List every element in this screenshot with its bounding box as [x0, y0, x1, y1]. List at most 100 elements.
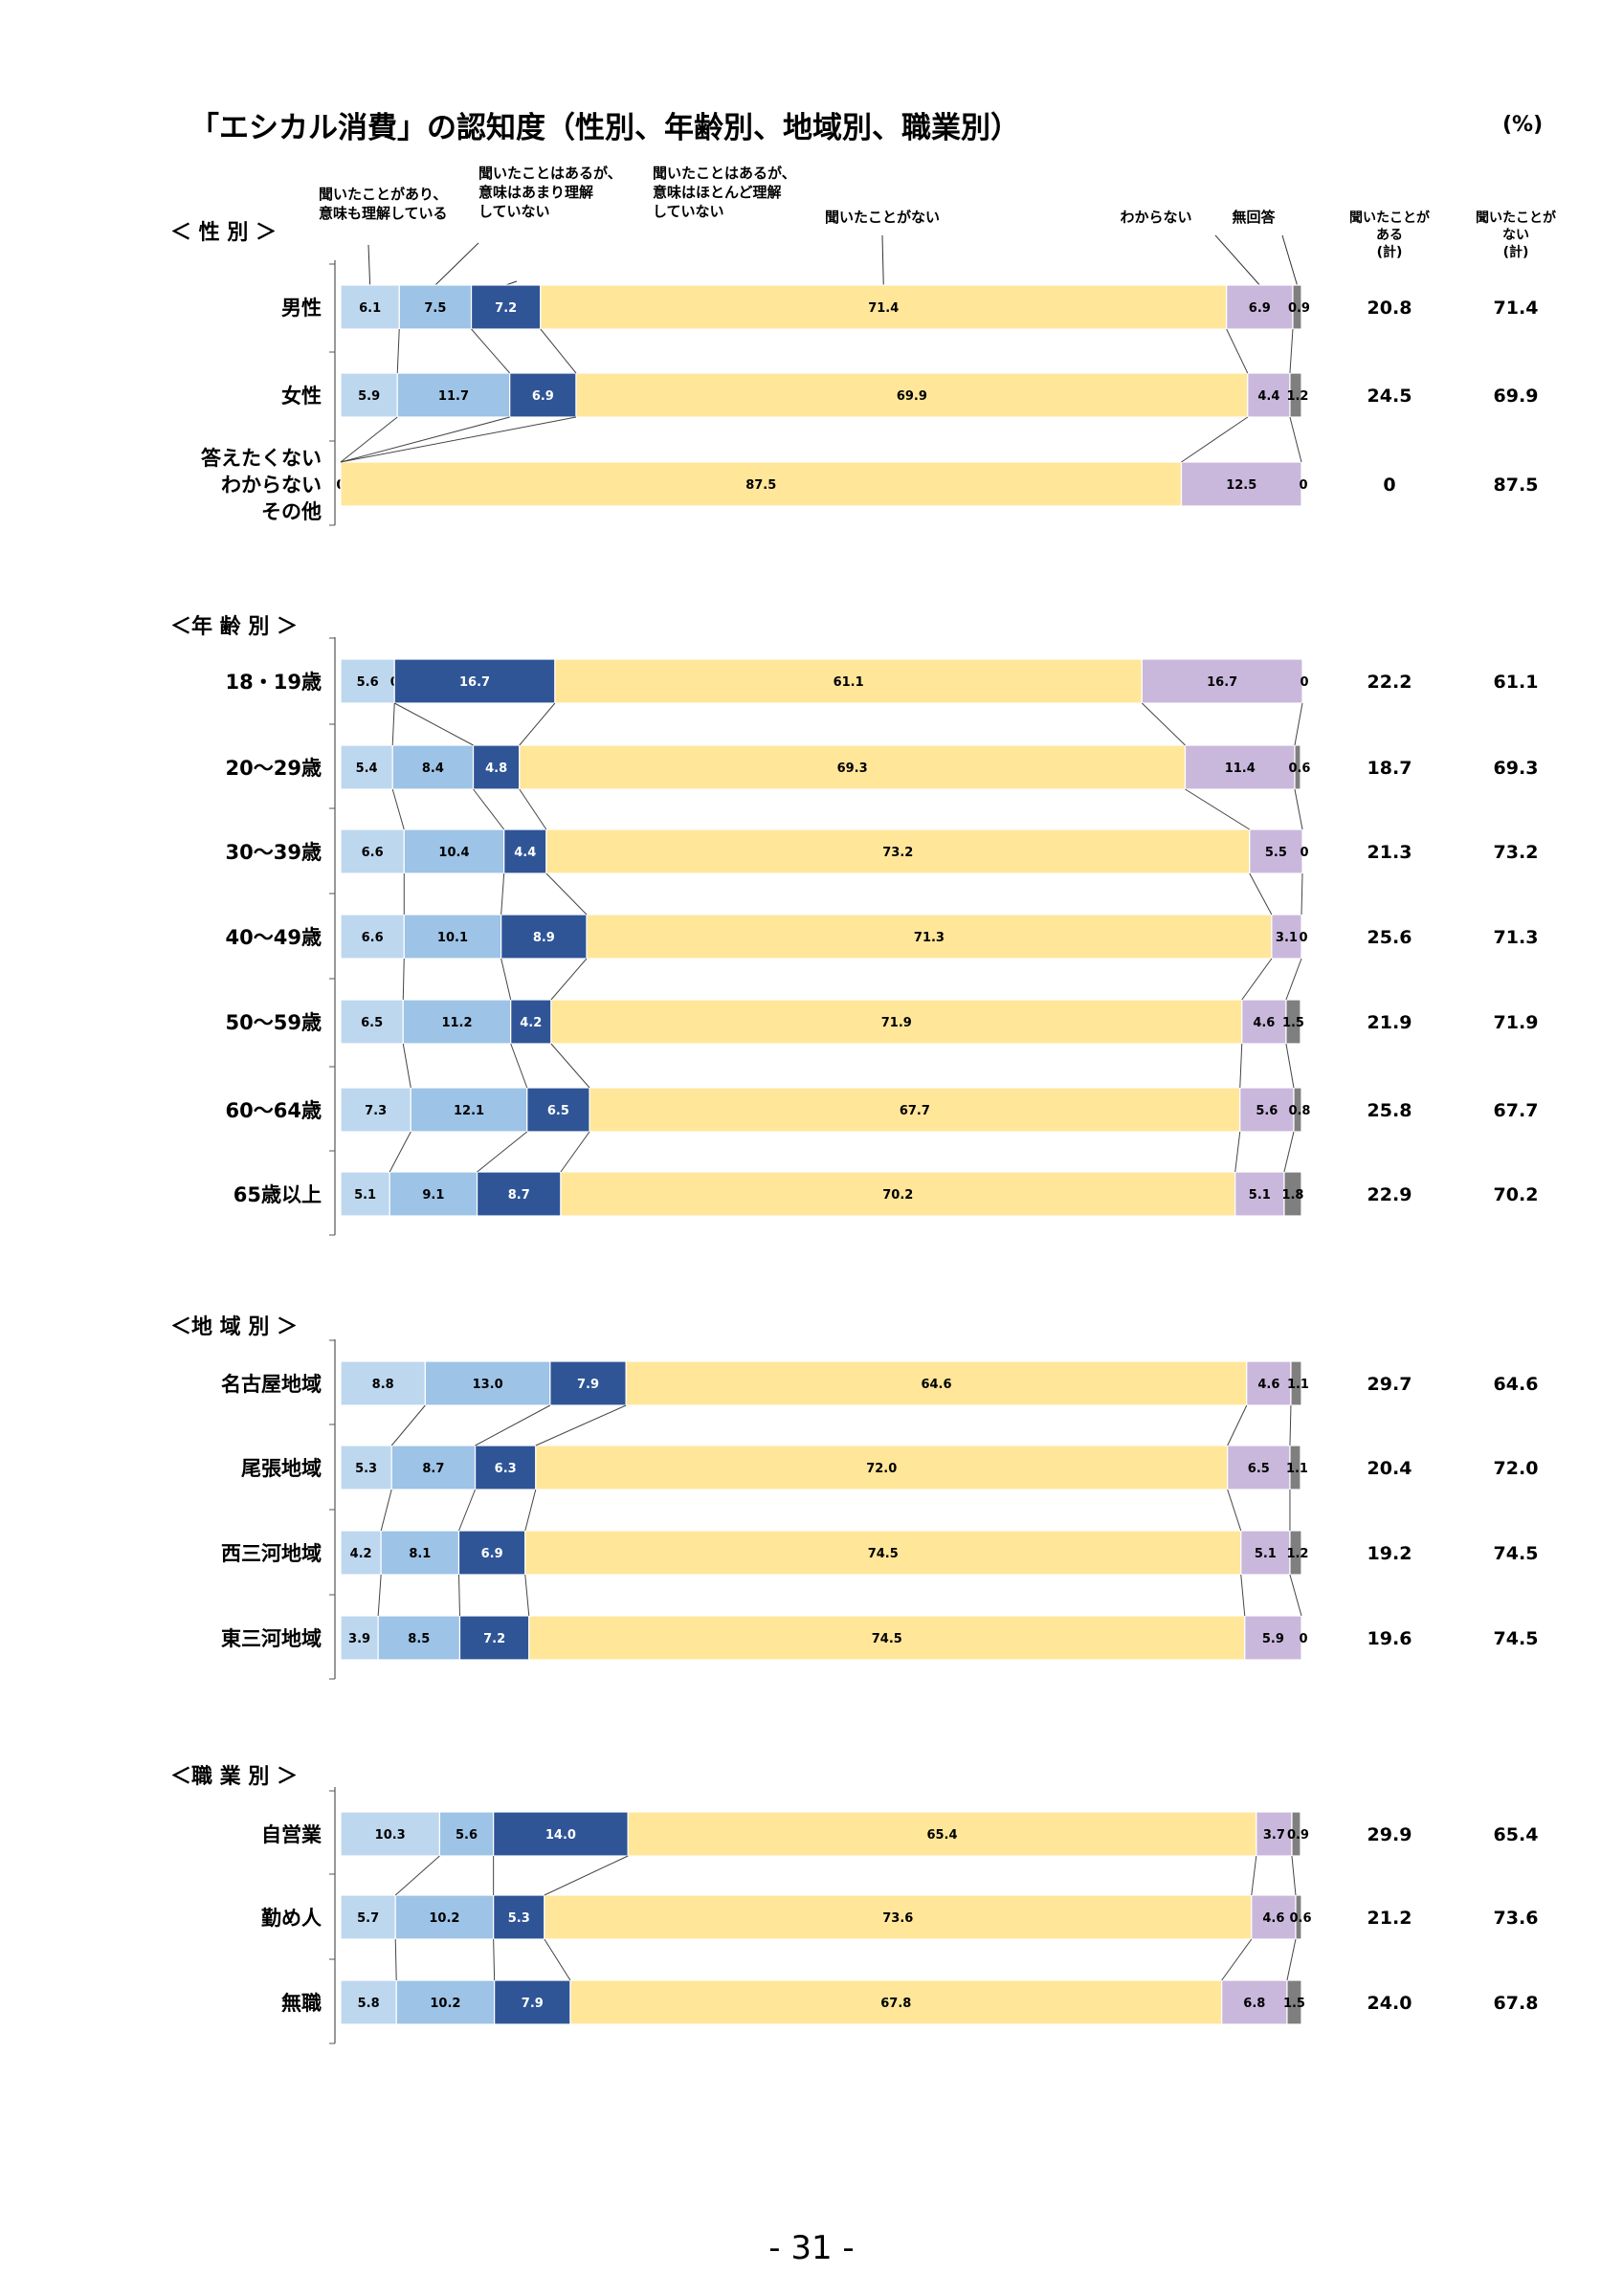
- bar-segment: [1285, 999, 1301, 1045]
- series-connector-line: [1283, 1131, 1295, 1173]
- total-not-heard-value: 71.9: [1494, 1012, 1539, 1033]
- legend-label-3: 聞いたことはあるが、意味はほとんど理解していない: [653, 165, 796, 220]
- bar-value-label: 13.0: [473, 1378, 503, 1392]
- totals-header-2: 聞いたことがない(計): [1476, 210, 1557, 260]
- total-heard-value: 21.3: [1367, 842, 1412, 863]
- bar-segment: [1247, 372, 1291, 418]
- bar-value-label: 6.9: [481, 1547, 503, 1561]
- series-connector-line: [1285, 958, 1302, 1001]
- bar-value-label: 16.7: [459, 675, 490, 690]
- bar-value-label: 0: [1300, 675, 1308, 690]
- bar-segment: [1241, 999, 1287, 1045]
- bar-segment: [625, 1360, 1248, 1406]
- group-label: ＜地 域 別 ＞: [170, 1314, 298, 1339]
- unit-label: (%): [1502, 113, 1544, 137]
- series-connector-line: [394, 1855, 440, 1896]
- bar-segment: [627, 1811, 1257, 1857]
- bar-segment: [476, 1171, 562, 1217]
- total-heard-value: 19.2: [1367, 1543, 1412, 1564]
- bar-segment: [589, 1087, 1241, 1133]
- bar-value-label: 5.5: [1265, 846, 1287, 860]
- series-connector-line: [1234, 1131, 1241, 1173]
- total-not-heard-value: 70.2: [1494, 1184, 1539, 1205]
- total-not-heard-value: 71.3: [1494, 927, 1539, 948]
- series-connector-line: [519, 788, 547, 830]
- bar-value-label: 5.3: [355, 1462, 377, 1476]
- bar-value-label: 67.7: [900, 1104, 930, 1118]
- bar-segment: [398, 284, 473, 330]
- bar-value-label: 0.9: [1288, 301, 1310, 316]
- bar-segment: [1289, 1530, 1302, 1576]
- series-connector-line: [380, 1489, 392, 1532]
- bar-value-label: 1.2: [1286, 1547, 1308, 1561]
- total-heard-value: 29.9: [1367, 1824, 1412, 1845]
- legend-leader-line: [1214, 234, 1260, 286]
- legend-label-2: 聞いたことはあるが、意味はあまり理解していない: [478, 165, 622, 220]
- bar-segment: [340, 914, 405, 960]
- chart-title: 「エシカル消費」の認知度（性別、年齢別、地域別、職業別）: [189, 111, 1020, 145]
- series-connector-line: [340, 416, 398, 463]
- total-heard-value: 25.6: [1367, 927, 1412, 948]
- bar-value-label: 6.3: [495, 1462, 517, 1476]
- bar-value-label: 10.3: [375, 1828, 406, 1843]
- series-connector-line: [1185, 788, 1251, 830]
- row-label: 18・19歳: [226, 671, 322, 694]
- bar-value-label: 6.5: [547, 1104, 569, 1118]
- bar-segment: [494, 1979, 571, 2025]
- series-connector-line: [1286, 1938, 1297, 1981]
- bar-segment: [1283, 1171, 1302, 1217]
- bar-value-label: 5.1: [354, 1188, 376, 1203]
- bar-value-label: 16.7: [1207, 675, 1237, 690]
- bar-value-label: 7.9: [577, 1378, 599, 1392]
- bar-value-label: 0.9: [1287, 1828, 1309, 1843]
- bar-value-label: 8.1: [409, 1547, 431, 1561]
- bar-segment: [424, 1360, 551, 1406]
- bar-value-label: 4.6: [1262, 1911, 1284, 1926]
- series-connector-line: [544, 1938, 571, 1981]
- series-connector-line: [393, 702, 474, 746]
- bar-value-label: 1.8: [1281, 1188, 1303, 1203]
- bar-segment: [340, 744, 393, 790]
- series-connector-line: [389, 1131, 411, 1173]
- series-connector-line: [500, 872, 505, 916]
- bar-segment: [1295, 1894, 1302, 1940]
- bar-segment: [458, 1615, 530, 1661]
- bar-value-label: 6.5: [1248, 1462, 1270, 1476]
- bar-value-label: 4.8: [485, 762, 507, 776]
- bar-segment: [340, 1360, 426, 1406]
- group-label: ＜職 業 別 ＞: [170, 1764, 298, 1789]
- bar-segment: [472, 744, 521, 790]
- bar-value-label: 5.4: [356, 762, 378, 776]
- bar-segment: [391, 744, 475, 790]
- bar-value-label: 73.2: [882, 846, 913, 860]
- bar-value-label: 6.9: [1249, 301, 1271, 316]
- series-connector-line: [471, 328, 511, 374]
- row-label: 女性: [281, 385, 322, 408]
- series-connector-line: [458, 1489, 477, 1532]
- bar-value-label: 6.5: [361, 1016, 383, 1030]
- series-connector-line: [340, 416, 577, 463]
- bar-value-label: 1.1: [1287, 1378, 1309, 1392]
- bar-segment: [519, 744, 1187, 790]
- total-not-heard-value: 71.4: [1494, 298, 1539, 319]
- total-heard-value: 24.0: [1367, 1993, 1412, 2014]
- bar-value-label: 8.4: [422, 762, 444, 776]
- total-not-heard-value: 65.4: [1494, 1824, 1539, 1845]
- bar-segment: [493, 1894, 545, 1940]
- bar-value-label: 11.4: [1225, 762, 1256, 776]
- bar-segment: [340, 1811, 441, 1857]
- series-connector-line: [396, 328, 400, 374]
- row-label: 答えたくないわからないその他: [201, 447, 322, 523]
- bar-value-label: 65.4: [926, 1828, 957, 1843]
- legend-label-5: わからない: [1120, 209, 1191, 226]
- bar-value-label: 3.7: [1263, 1828, 1285, 1843]
- bar-segment: [474, 1445, 537, 1490]
- bar-segment: [1240, 1530, 1291, 1576]
- row-label: 20～29歳: [226, 757, 322, 780]
- total-not-heard-value: 64.6: [1494, 1374, 1539, 1395]
- bar-segment: [340, 461, 1183, 507]
- bar-value-label: 12.1: [454, 1104, 484, 1118]
- bar-value-label: 4.2: [520, 1016, 542, 1030]
- bar-segment: [403, 914, 502, 960]
- bar-value-label: 7.5: [424, 301, 446, 316]
